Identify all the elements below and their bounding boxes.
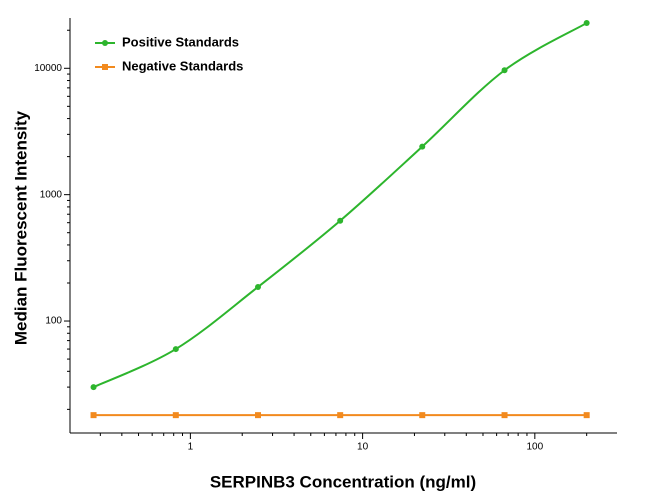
marker <box>583 412 590 419</box>
marker <box>255 412 262 419</box>
x-tick-label: 1 <box>188 442 194 453</box>
legend-marker <box>102 64 108 70</box>
legend-label: Positive Standards <box>122 34 239 49</box>
marker <box>172 412 179 419</box>
marker <box>337 217 344 224</box>
x-axis-title: SERPINB3 Concentration (ng/ml) <box>210 472 476 491</box>
marker <box>501 412 508 419</box>
marker <box>255 283 262 290</box>
x-tick-label: 10 <box>357 442 369 453</box>
y-tick-label: 1000 <box>40 189 63 200</box>
marker <box>583 20 590 27</box>
x-tick-label: 100 <box>526 442 543 453</box>
series-line <box>93 22 588 389</box>
marker <box>419 412 426 419</box>
legend-marker <box>102 40 108 46</box>
marker <box>90 384 97 391</box>
marker <box>172 346 179 353</box>
marker <box>501 67 508 74</box>
y-tick-label: 100 <box>45 316 62 327</box>
y-tick-label: 10000 <box>34 63 62 74</box>
legend-label: Negative Standards <box>122 58 243 73</box>
marker <box>337 412 344 419</box>
marker <box>90 412 97 419</box>
marker <box>419 143 426 150</box>
y-axis-title: Median Fluorescent Intensity <box>11 110 30 345</box>
